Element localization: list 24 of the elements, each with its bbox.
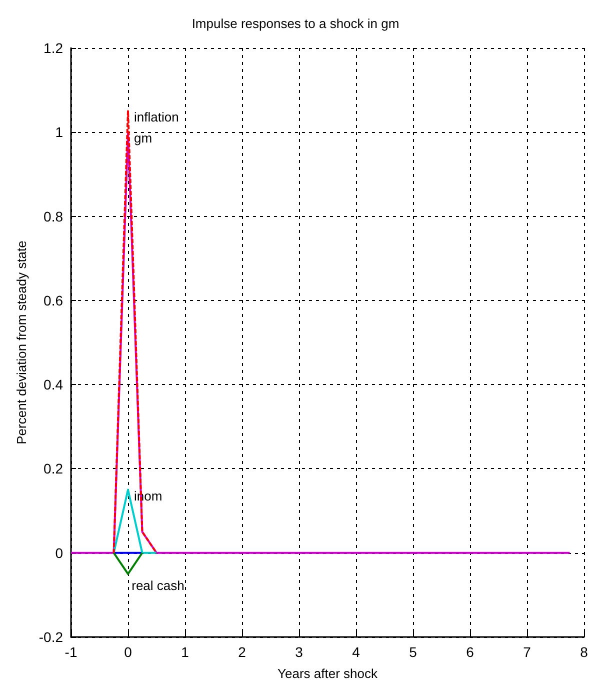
series-label: gm	[134, 130, 152, 146]
y-tick-label: 1	[55, 124, 64, 140]
y-axis-title: Percent deviation from steady state	[14, 240, 29, 444]
x-axis-title: Years after shock	[278, 666, 378, 681]
y-tick-label: 0.6	[44, 292, 64, 308]
y-tick-label: 0.4	[44, 376, 64, 393]
x-tick-label: 8	[580, 644, 588, 660]
x-tick-label: 1	[181, 644, 190, 660]
x-tick-label: 0	[124, 644, 132, 660]
x-tick-label: 4	[352, 644, 360, 660]
x-tick-label: 3	[295, 644, 304, 660]
series-label: inflation	[134, 110, 179, 125]
y-tick-label: 0	[55, 544, 64, 561]
x-tick-label: 6	[466, 644, 474, 660]
x-tick-label: 5	[409, 644, 418, 660]
y-tick-label: 0.2	[44, 460, 64, 477]
chart-title: Impulse responses to a shock in gm	[192, 16, 400, 31]
y-tick-label: 0.8	[44, 208, 64, 224]
x-tick-label: -1	[64, 644, 78, 660]
y-tick-label: 1.2	[44, 40, 64, 56]
y-tick-label: -0.2	[38, 629, 64, 645]
series-label: real cash	[132, 578, 184, 593]
x-tick-label: 7	[523, 644, 532, 660]
x-tick-label: 2	[238, 644, 246, 660]
